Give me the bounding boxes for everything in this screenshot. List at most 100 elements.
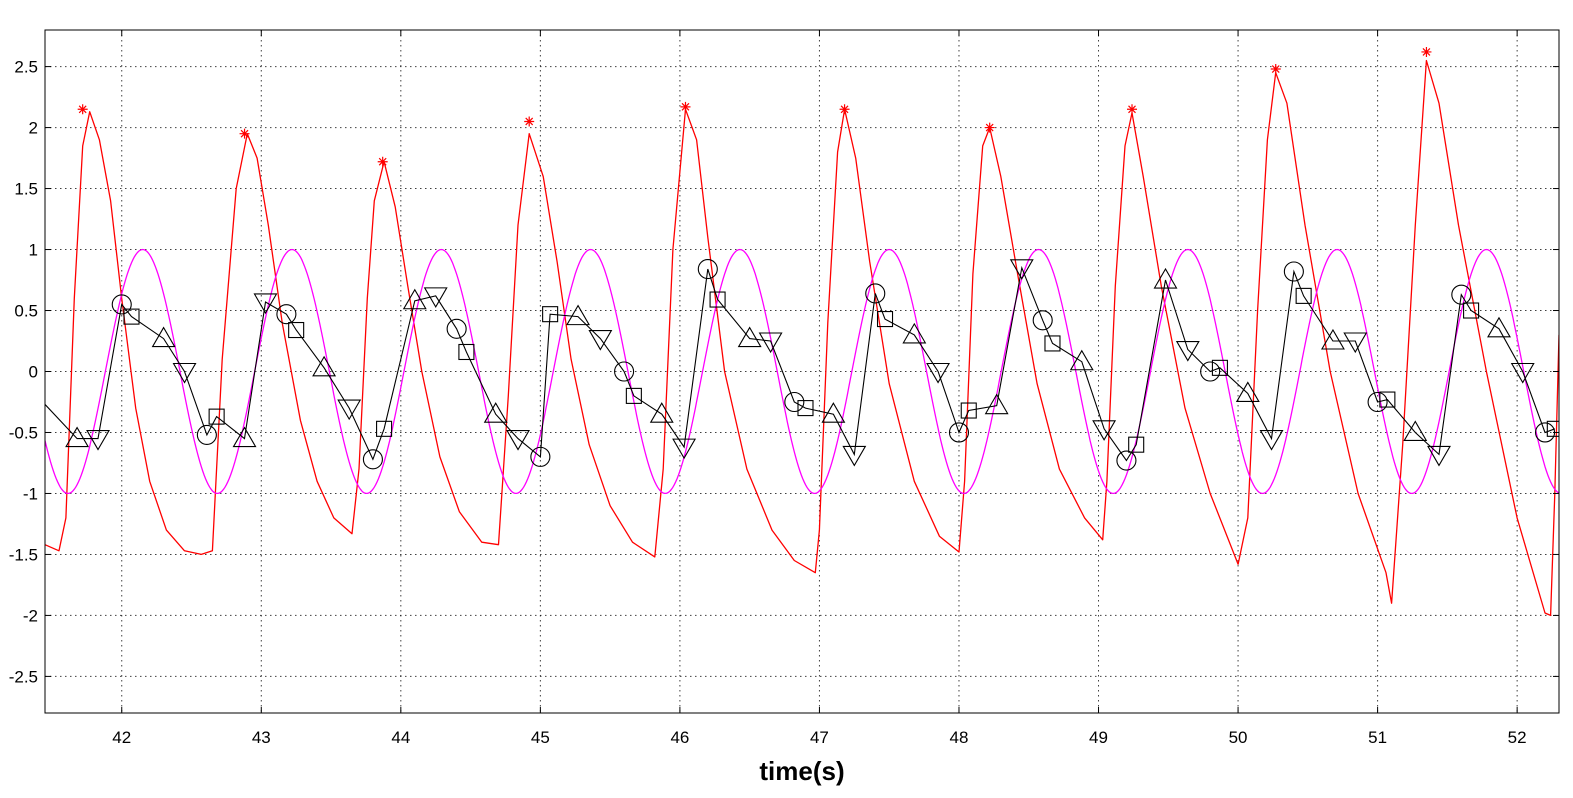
red-peak-star-marker [984,122,995,133]
y-tick-label: 2.5 [14,58,38,77]
circle-marker [1283,261,1304,282]
triangle-down-marker [1175,340,1200,362]
triangle-down-marker [1510,362,1535,384]
red-signal-line [45,59,1559,617]
triangle-up-marker [1403,420,1428,442]
circle-marker [1032,310,1053,331]
circle-marker [111,294,132,315]
red-peak-star-marker [1127,104,1138,115]
triangle-up-marker [151,326,176,348]
square-marker [376,420,393,437]
square-marker [1128,436,1145,453]
x-axis: 42 43 44 45 46 47 48 49 50 51 52 [112,30,1527,747]
plot-area [45,30,1559,713]
square-marker [1379,391,1396,408]
square-marker [709,291,726,308]
square-marker [1044,335,1061,352]
circle-marker [948,422,970,443]
y-tick-label: -1 [23,484,38,503]
magenta-sine-line [45,248,1559,495]
x-tick-label: 46 [670,728,689,747]
x-tick-label: 48 [950,728,969,747]
red-peak-star-marker [239,128,250,139]
circle-marker [530,446,551,467]
x-tick-label: 45 [531,728,550,747]
circle-marker [697,258,718,280]
y-tick-label: 2 [29,119,38,138]
red-peak-star-marker [524,116,535,127]
y-axis: 2.5 2 1.5 1 0.5 0 -0.5 -1 -1.5 -2 -2.5 [9,58,1559,686]
red-peak-star-marker [377,156,388,167]
triangle-up-marker [821,402,846,423]
circle-marker [784,391,805,413]
red-peak-star-marker [680,101,691,112]
triangle-up-marker [65,426,90,448]
x-tick-label: 51 [1368,728,1387,747]
y-tick-label: -1.5 [9,545,38,564]
square-marker [1295,287,1312,304]
x-tick-label: 50 [1229,728,1248,747]
triangle-down-marker [1009,259,1034,280]
triangle-down-marker [588,330,613,351]
triangle-up-marker [984,393,1009,415]
triangle-down-marker [506,430,530,451]
x-tick-label: 49 [1089,728,1108,747]
square-marker [458,343,475,361]
square-marker [288,321,305,339]
square-marker [542,306,559,323]
triangle-up-marker [312,355,337,377]
triangle-up-marker [483,402,508,423]
x-tick-label: 43 [252,728,271,747]
y-tick-label: 0 [29,363,38,382]
y-tick-label: 1 [29,241,38,260]
square-marker [960,402,977,419]
triangle-down-marker [337,399,362,421]
square-marker [797,400,814,417]
triangle-down-marker [172,362,197,384]
triangle-down-marker [1343,332,1368,354]
triangle-up-marker [402,288,427,310]
triangle-up-marker [1235,381,1260,403]
triangle-down-marker [1092,420,1117,441]
circle-marker [865,283,886,304]
triangle-up-marker [566,304,590,326]
triangle-down-marker [758,332,783,354]
red-peak-star-marker [77,104,88,115]
square-marker [876,311,894,328]
circle-marker [1367,391,1388,413]
square-marker [1211,359,1228,376]
triangle-down-marker [423,287,448,308]
x-tick-label: 52 [1508,728,1527,747]
series-layer [45,46,1559,617]
circle-marker [446,318,467,339]
circle-marker [1116,450,1137,471]
red-peak-star-marker [1270,64,1281,75]
triangle-up-marker [1320,328,1345,350]
triangle-up-marker [1153,267,1178,289]
circle-marker [362,449,383,470]
y-tick-label: -2.5 [9,667,38,686]
red-peak-star-marker [839,104,850,115]
triangle-up-marker [1069,349,1094,371]
triangle-up-marker [1487,316,1511,338]
circle-marker [614,361,635,382]
circle-marker [1200,361,1221,382]
x-tick-label: 44 [391,728,410,747]
triangle-down-marker [86,430,110,451]
square-marker [1546,420,1559,437]
black-sampled-line [45,265,1555,462]
triangle-down-marker [1259,430,1284,451]
grid [45,30,1559,713]
triangle-down-marker [253,293,278,315]
x-axis-label: time(s) [759,756,844,786]
triangle-up-marker [902,322,927,344]
triangle-up-marker [232,426,257,448]
triangle-up-marker [737,326,762,348]
square-marker [123,308,140,325]
y-tick-label: -0.5 [9,423,38,442]
triangle-up-marker [649,402,674,423]
square-marker [1463,302,1480,319]
triangle-down-marker [672,438,697,460]
circle-marker [276,304,297,325]
y-tick-label: 1.5 [14,180,38,199]
